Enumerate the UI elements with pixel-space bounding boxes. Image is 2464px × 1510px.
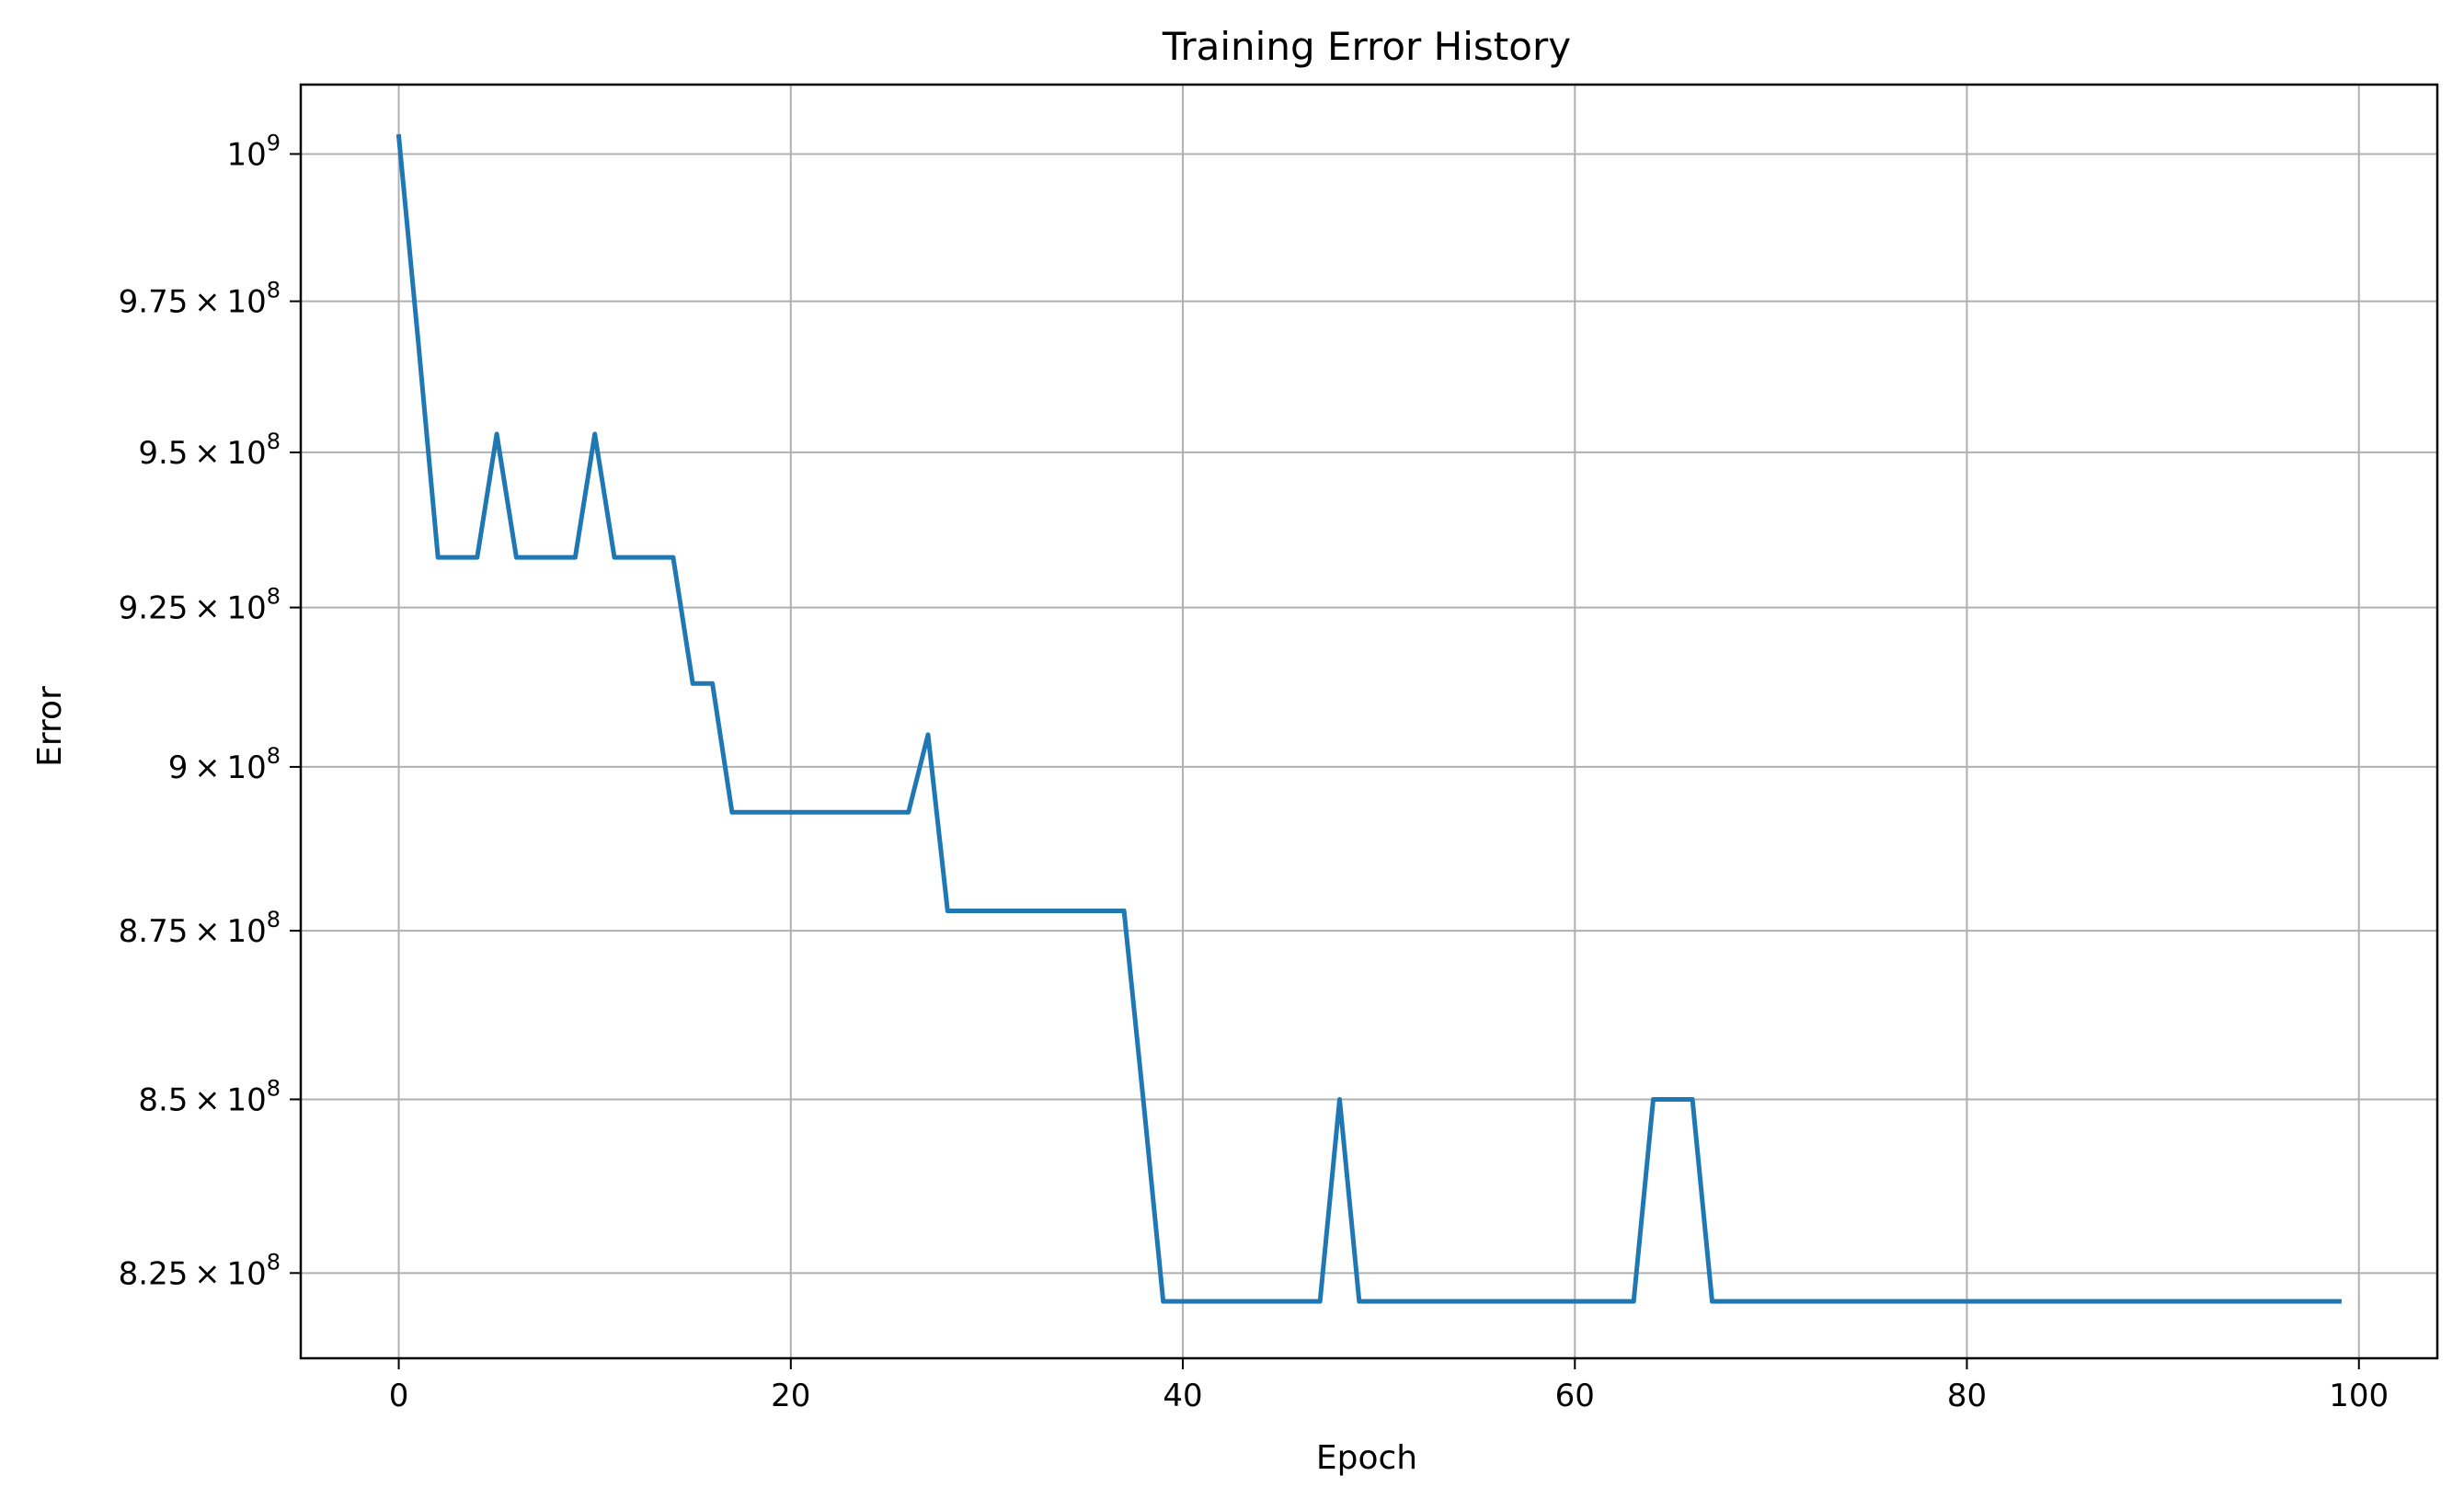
y-tick-label: 9.25 × 108 xyxy=(119,584,281,627)
y-tick-label: 9 × 108 xyxy=(168,743,281,786)
y-axis-label: Error xyxy=(31,686,69,767)
y-tick-label: 109 xyxy=(226,130,281,173)
chart-title: Training Error History xyxy=(1162,24,1571,69)
x-tick-label: 0 xyxy=(389,1378,409,1414)
x-axis: 0 20 40 60 80 100 xyxy=(389,1358,2389,1414)
x-tick-label: 20 xyxy=(771,1378,810,1414)
y-tick-label: 8.25 × 108 xyxy=(119,1249,281,1292)
x-tick-label: 100 xyxy=(2329,1378,2389,1414)
plot-area-frame xyxy=(299,83,2439,1360)
y-tick-label: 8.75 × 108 xyxy=(119,907,281,950)
x-tick-label: 80 xyxy=(1947,1378,1987,1414)
x-tick-label: 60 xyxy=(1555,1378,1595,1414)
y-axis: 8.25 × 108 8.5 × 108 8.75 × 108 9 × 108 9.25… xyxy=(119,130,301,1292)
series-layer xyxy=(395,133,2342,1304)
x-tick-label: 40 xyxy=(1163,1378,1202,1414)
y-tick-label: 8.5 × 108 xyxy=(138,1075,281,1118)
grid-lines xyxy=(301,85,2437,1358)
series-line-1 xyxy=(395,133,2342,1304)
x-axis-label: Epoch xyxy=(1316,1439,1417,1477)
y-tick-label: 9.5 × 108 xyxy=(138,429,281,472)
y-tick-label: 9.75 × 108 xyxy=(119,278,281,321)
